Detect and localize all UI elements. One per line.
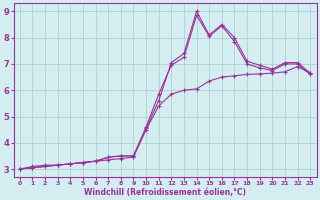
X-axis label: Windchill (Refroidissement éolien,°C): Windchill (Refroidissement éolien,°C) <box>84 188 246 197</box>
